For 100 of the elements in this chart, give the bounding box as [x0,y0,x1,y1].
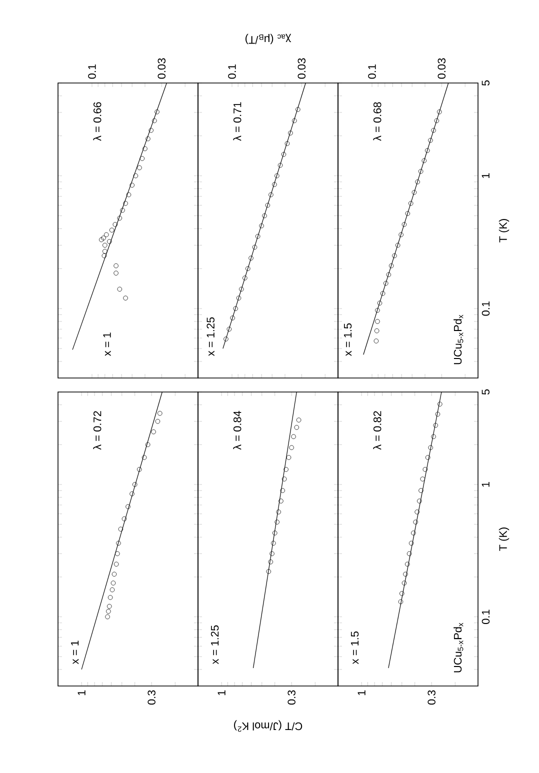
y-tick-label: 1 [482,482,490,487]
point [415,179,420,184]
point [265,202,270,208]
point [262,213,267,218]
point [418,168,424,174]
x-tick-label: 0.1 [368,64,376,79]
x-tick-label: 0.03 [298,58,306,79]
annotation: UCu$_{5-x}$Pd$_{x}$ [454,314,464,364]
point [274,173,280,178]
x-tick-label: 0.3 [428,690,436,705]
x-tick-label: 1 [218,690,226,696]
annotation: λ = 0.68 [373,102,382,141]
y-tick-label: 1 [482,173,490,178]
x-tick-label: 0.03 [438,58,446,79]
point [284,467,288,472]
point [383,280,388,286]
point [259,223,264,228]
point [405,211,410,216]
point [408,200,414,206]
point [292,118,297,124]
point [412,190,417,195]
point [282,476,287,482]
annotation: λ = 0.84 [233,410,242,450]
point [288,130,293,136]
point [398,232,404,238]
point [403,572,408,577]
point [418,488,424,493]
point [408,540,414,546]
point [248,256,254,260]
point [416,498,422,504]
x-axis-title: C/T (J/mol K$^{2}$) [234,720,302,732]
point [270,551,274,556]
point [230,316,235,320]
x-tick-label: 1 [358,690,366,696]
point [377,300,382,306]
point [422,467,428,472]
point [414,510,420,514]
point [255,234,260,239]
point [242,276,248,280]
x-tick-label: 0.03 [158,58,166,79]
annotation: x = 1.25 [210,625,219,664]
y-tick-label: 0.1 [482,301,490,316]
point [422,158,427,164]
point [278,162,283,168]
y-tick-label: 0.1 [482,610,490,624]
point [395,242,400,248]
point [252,244,258,250]
y-axis-title: T (K) [498,528,510,551]
point [392,253,397,258]
point [291,434,296,440]
point [425,455,430,460]
point [402,222,407,227]
point [268,192,274,198]
annotation: λ = 0.72 [93,411,102,450]
point [296,418,302,422]
point [438,402,442,406]
point [281,152,286,157]
point [413,520,418,524]
annotation: x = 1 [103,332,111,356]
y-tick-label: 5 [482,389,490,395]
point [380,291,386,296]
point [431,128,436,133]
point [434,118,440,124]
point [433,422,438,428]
x-tick-label: 0.3 [148,690,156,705]
y-axis-title: T (K) [498,219,510,242]
annotation: λ = 0.82 [373,411,382,450]
annotation: x = 1 [71,640,79,664]
point [272,182,277,187]
point [424,148,430,153]
point [272,530,278,536]
point [375,308,380,313]
point [399,591,404,596]
point [296,107,300,112]
annotation: λ = 0.71 [233,102,242,141]
point [386,272,392,278]
point [428,138,433,143]
point [266,569,272,574]
point [388,263,394,268]
point [271,540,276,546]
x-tick-label: 0.1 [228,64,236,79]
point [428,445,434,450]
point [268,560,274,564]
x-axis-title: χ$_{ac}$ (μ$_{B}$/T) [246,34,292,44]
point [294,425,300,430]
point [233,306,238,311]
point [286,455,292,460]
point [278,498,284,504]
point [406,551,412,556]
point [435,412,440,417]
point [289,445,294,450]
point [224,336,228,342]
annotation: x = 1.5 [344,323,352,356]
point [226,326,232,332]
point [276,510,282,514]
x-tick-label: 0.3 [288,690,296,705]
point [239,286,244,292]
point [411,530,416,536]
annotation: λ = 0.66 [93,102,102,141]
annotation: x = 1.25 [206,317,214,356]
